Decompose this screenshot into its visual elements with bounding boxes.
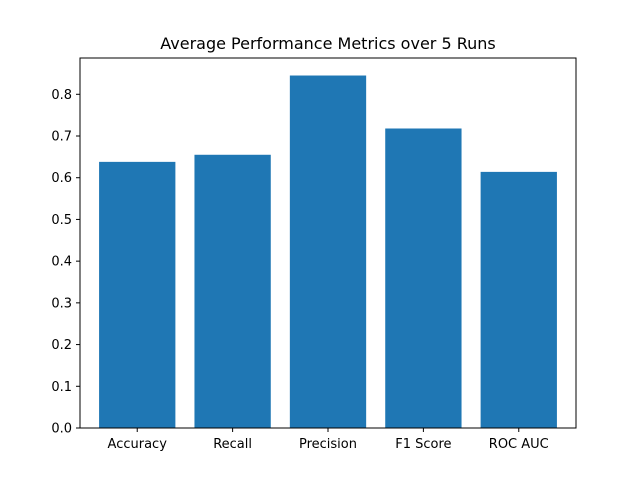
x-tick-label: Recall <box>213 437 252 452</box>
chart-title: Average Performance Metrics over 5 Runs <box>160 34 495 53</box>
y-tick-label: 0.3 <box>51 296 72 311</box>
bars-group <box>99 75 557 429</box>
y-tick-label: 0.2 <box>51 338 72 353</box>
y-tick-label: 0.1 <box>51 380 72 395</box>
y-tick-label: 0.7 <box>51 130 72 145</box>
x-tick-label: ROC AUC <box>489 437 549 452</box>
y-tick-label: 0.8 <box>51 88 72 103</box>
y-tick-label: 0.0 <box>51 422 72 437</box>
y-tick-label: 0.6 <box>51 171 72 186</box>
y-tick-label: 0.4 <box>51 255 72 270</box>
axes-frame <box>79 57 577 429</box>
y-tick-label: 0.5 <box>51 213 72 228</box>
bar-recall <box>194 154 271 429</box>
bar-accuracy <box>99 161 176 428</box>
x-tick-label: F1 Score <box>395 437 451 452</box>
y-axis-ticks: 0.0 0.1 0.2 0.3 0.4 0.5 0.6 0.7 0.8 <box>51 88 80 437</box>
x-tick-label: Precision <box>299 437 357 452</box>
x-axis-ticks: Accuracy Recall Precision F1 Score ROC AUC <box>108 428 549 452</box>
bar-roc-auc <box>480 171 557 428</box>
x-tick-label: Accuracy <box>108 437 168 452</box>
bar-f1-score <box>385 128 462 429</box>
bar-precision <box>289 75 367 429</box>
